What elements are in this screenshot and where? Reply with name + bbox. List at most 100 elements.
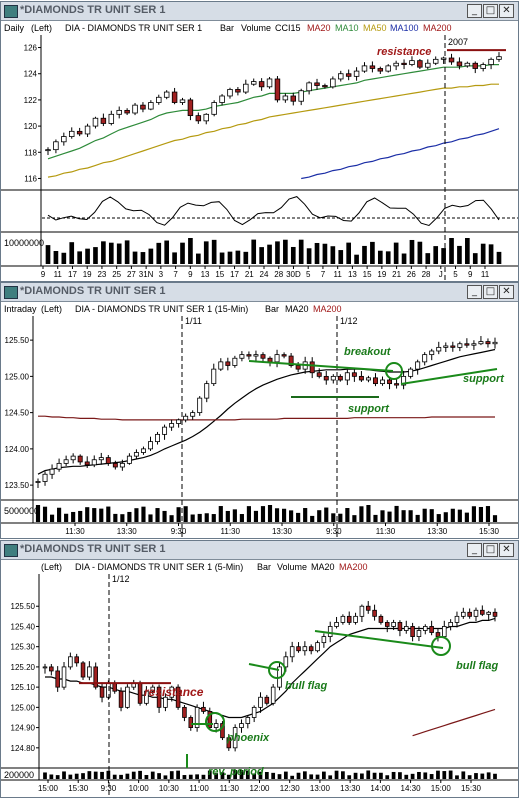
ma200-line bbox=[38, 415, 495, 421]
volume-bar bbox=[49, 774, 54, 779]
volume-bar bbox=[346, 242, 351, 264]
uptrend-support-line bbox=[400, 368, 498, 385]
candlestick bbox=[148, 100, 154, 111]
volume-bar bbox=[55, 775, 60, 779]
bull-flag-circle-1 bbox=[268, 661, 286, 679]
volume-bar bbox=[233, 770, 238, 779]
x-tick-label: 21 bbox=[245, 270, 254, 279]
volume-bar bbox=[232, 509, 237, 522]
intraday-15min-chart[interactable]: 123.50 124.00 124.50 125.00 125.50 5000000 1… bbox=[1, 316, 518, 537]
volume-bar bbox=[132, 251, 138, 264]
volume-bar bbox=[57, 507, 62, 522]
candlestick bbox=[140, 102, 146, 113]
candlestick bbox=[486, 610, 491, 620]
candlestick bbox=[288, 353, 294, 368]
candlestick bbox=[251, 705, 257, 723]
candlestick bbox=[246, 351, 252, 360]
window-title-bar[interactable]: *DIAMONDS TR UNIT SER 1 _ □ ✕ bbox=[1, 2, 518, 21]
candlestick bbox=[119, 459, 125, 471]
volume-bar bbox=[204, 513, 209, 522]
candlestick bbox=[478, 336, 484, 346]
volume-bar bbox=[385, 775, 390, 779]
x-tick-label: 15:30 bbox=[479, 527, 500, 536]
resistance-trendline bbox=[248, 360, 394, 372]
y-tick-label: 124 bbox=[24, 70, 38, 79]
candlestick bbox=[358, 371, 364, 382]
minimize-button[interactable]: _ bbox=[467, 543, 482, 557]
scale-label: (Left) bbox=[41, 562, 63, 572]
candlestick bbox=[457, 341, 463, 352]
x-tick-label: 11:00 bbox=[189, 784, 209, 793]
candlestick bbox=[87, 661, 92, 681]
maximize-button[interactable]: □ bbox=[483, 4, 498, 18]
y-tick-label: 125.00 bbox=[11, 703, 36, 712]
volume-bar bbox=[322, 243, 328, 264]
candlestick bbox=[108, 110, 115, 126]
volume-bar bbox=[225, 510, 230, 522]
volume-bar bbox=[465, 238, 470, 264]
x-tick-label: 30D bbox=[286, 270, 301, 279]
volume-bar bbox=[302, 771, 307, 779]
candlestick bbox=[245, 715, 251, 729]
maximize-button[interactable]: □ bbox=[483, 285, 498, 299]
chart-window-icon bbox=[4, 5, 18, 18]
volume-bar bbox=[362, 245, 367, 264]
candlestick bbox=[156, 684, 162, 713]
candlestick bbox=[171, 87, 178, 105]
x-tick-label: 25 bbox=[112, 270, 121, 279]
volume-bar bbox=[176, 770, 180, 779]
x-tick-label: 19 bbox=[83, 270, 92, 279]
volume-bar bbox=[148, 514, 153, 522]
volume-bar bbox=[176, 507, 181, 522]
volume-bar bbox=[393, 242, 399, 264]
volume-bar bbox=[433, 246, 439, 264]
volume-bar bbox=[99, 508, 104, 522]
x-tick-label: 12:00 bbox=[249, 784, 270, 793]
y-tick-label: 126 bbox=[24, 44, 38, 53]
volume-bar bbox=[492, 515, 498, 522]
candlestick bbox=[250, 78, 257, 86]
window-title-bar[interactable]: *DIAMONDS TR UNIT SER 1 _ □ ✕ bbox=[1, 283, 518, 302]
volume-bar bbox=[352, 515, 357, 522]
intraday-5min-chart[interactable]: 124.80 124.90 125.00 125.10 125.20 125.30 125.… bbox=[1, 574, 518, 796]
resistance-label: resistance bbox=[377, 46, 431, 58]
candlestick bbox=[377, 66, 384, 74]
volume-bar bbox=[493, 773, 497, 779]
daily-chart-window: *DIAMONDS TR UNIT SER 1 _ □ ✕ Daily (Lef… bbox=[0, 1, 519, 282]
candlestick bbox=[207, 707, 213, 730]
x-tick-label: 15 bbox=[363, 270, 372, 279]
close-button[interactable]: ✕ bbox=[499, 4, 514, 18]
daily-price-chart[interactable]: 116 118 120 122 124 126 10000000 9 11 17 19 23 25 2… bbox=[1, 35, 518, 280]
candlestick bbox=[365, 375, 371, 383]
volume-bar bbox=[211, 514, 216, 522]
volume-bar bbox=[253, 510, 259, 522]
candlestick bbox=[410, 622, 415, 642]
candlestick bbox=[387, 378, 393, 390]
volume-bar bbox=[436, 514, 441, 522]
ma200-legend: MA200 bbox=[313, 304, 342, 314]
candlestick bbox=[80, 661, 86, 680]
x-tick-label: 15 bbox=[215, 270, 224, 279]
candlestick bbox=[450, 341, 456, 352]
candlestick bbox=[162, 424, 168, 440]
close-button[interactable]: ✕ bbox=[499, 285, 514, 299]
minimize-button[interactable]: _ bbox=[467, 285, 482, 299]
close-button[interactable]: ✕ bbox=[499, 543, 514, 557]
window-title-bar[interactable]: *DIAMONDS TR UNIT SER 1 _ □ ✕ bbox=[1, 541, 518, 560]
x-tick-label: 13:30 bbox=[340, 784, 361, 793]
maximize-button[interactable]: □ bbox=[483, 543, 498, 557]
candlestick bbox=[211, 100, 217, 117]
volume-bar bbox=[401, 253, 407, 264]
volume-bar bbox=[182, 775, 187, 779]
candlestick bbox=[416, 626, 422, 642]
volume-scale-label: 5000000 bbox=[4, 506, 39, 516]
window-title: *DIAMONDS TR UNIT SER 1 bbox=[20, 4, 166, 16]
volume-bar bbox=[281, 508, 287, 522]
volume-bar bbox=[296, 772, 301, 779]
support-label-1: support bbox=[348, 403, 390, 415]
x-tick-label: 31N bbox=[139, 270, 154, 279]
candlestick bbox=[496, 52, 502, 62]
volume-label: Volume bbox=[241, 23, 272, 33]
minimize-button[interactable]: _ bbox=[467, 4, 482, 18]
volume-bar bbox=[347, 775, 352, 779]
